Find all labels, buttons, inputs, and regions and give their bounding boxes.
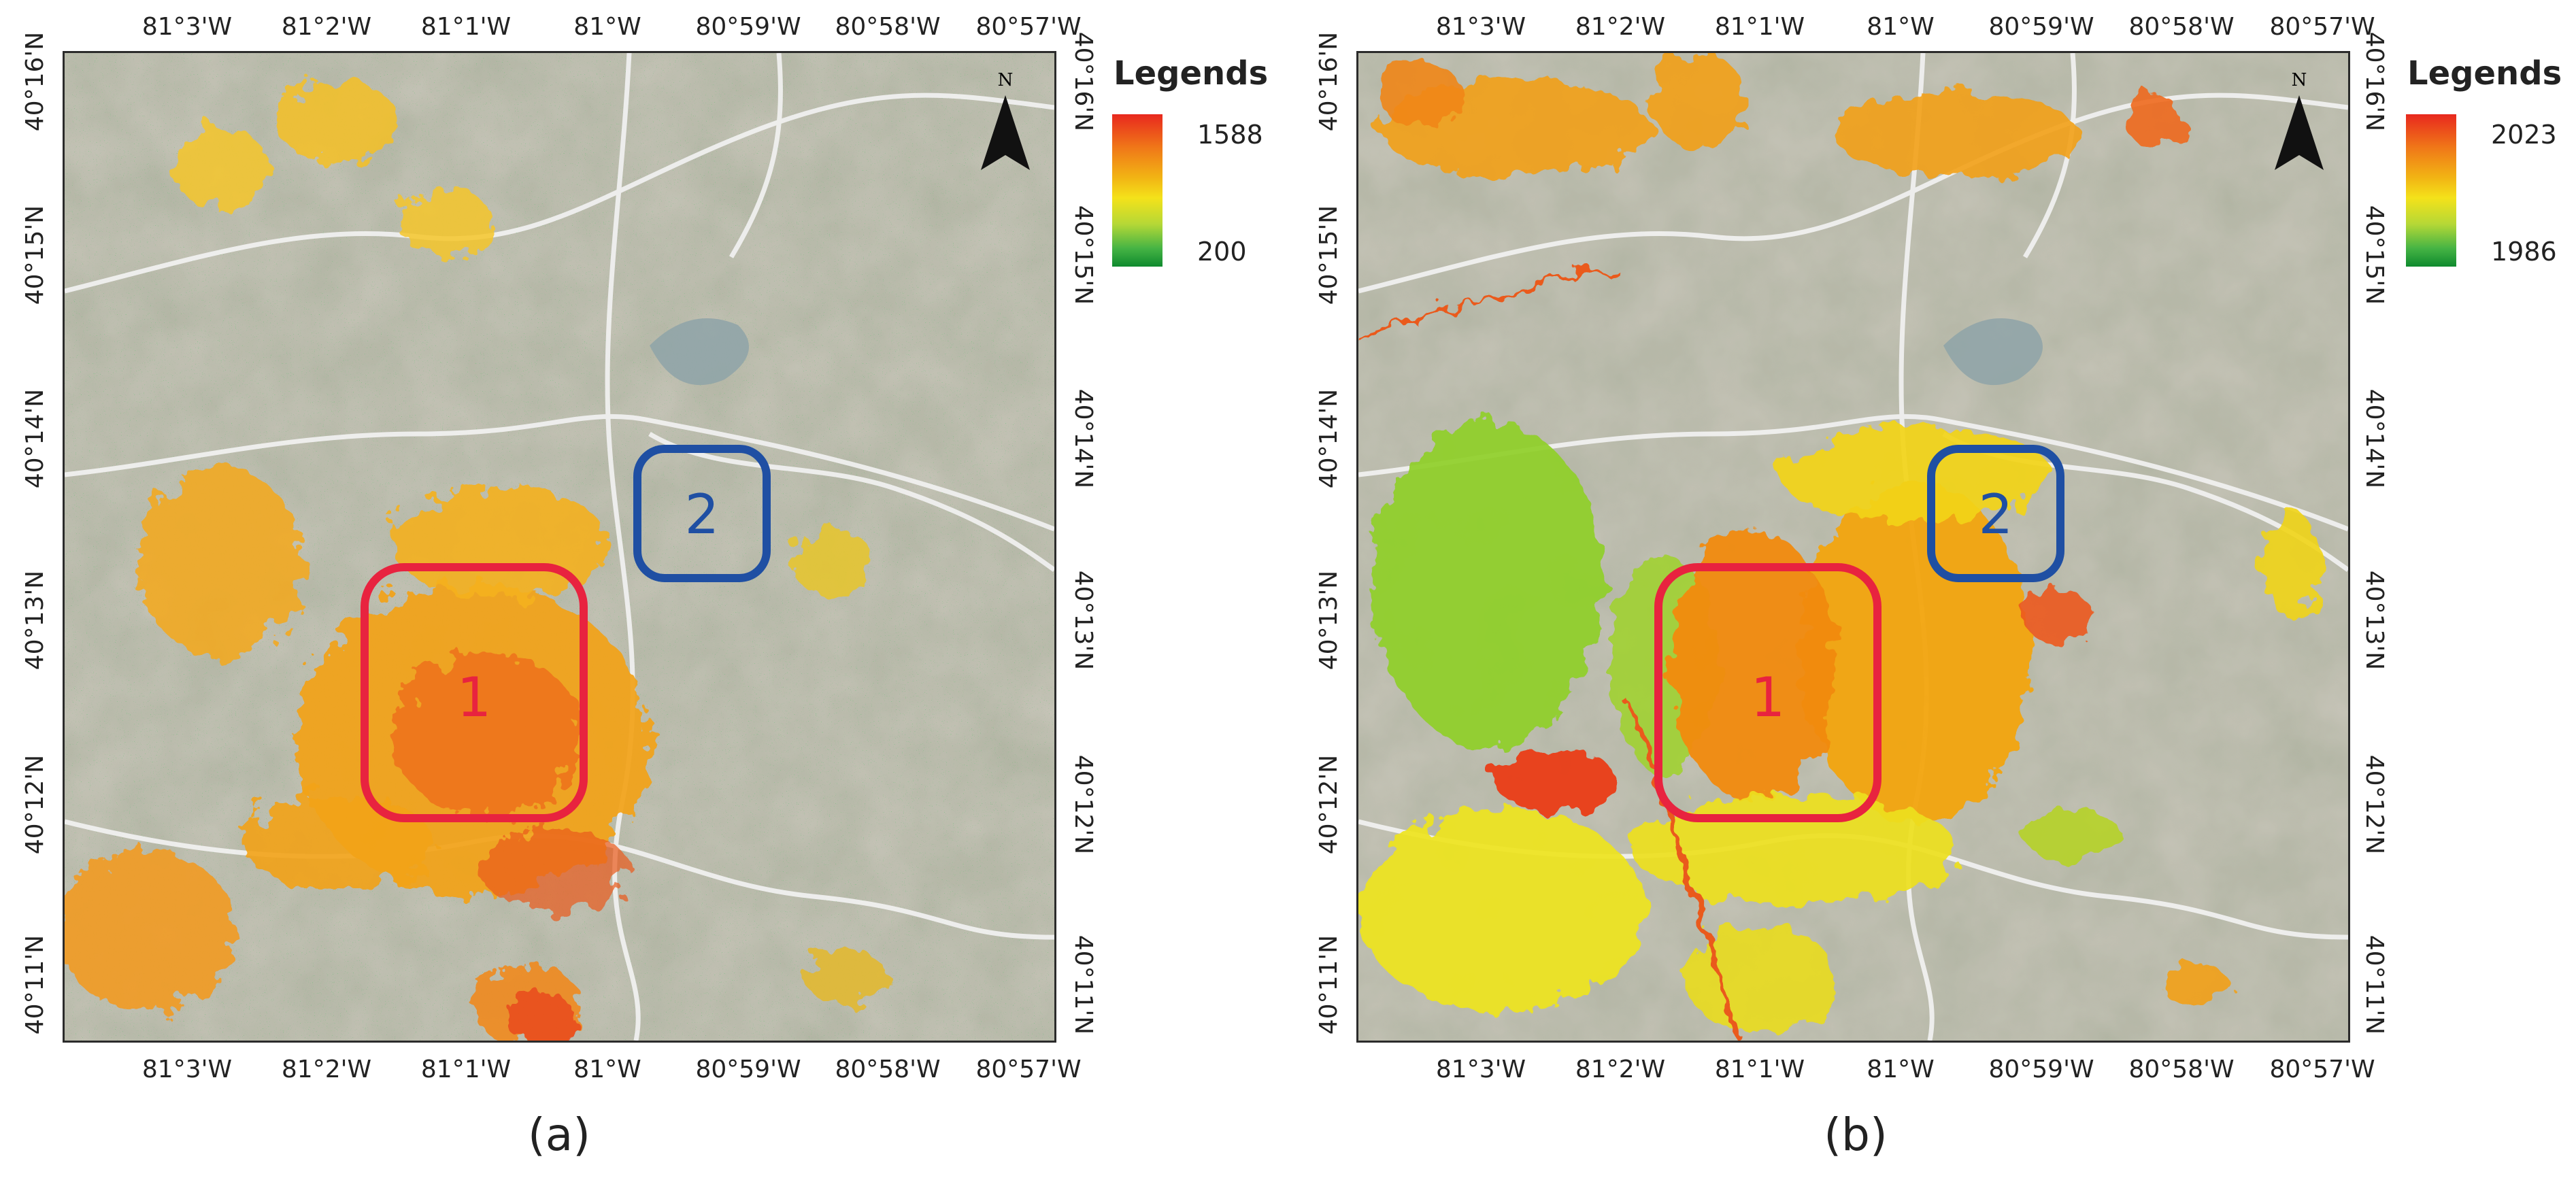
lon-tick: 81°1'W <box>1714 13 1805 41</box>
lat-tick: 40°16'N <box>1069 31 1097 132</box>
legend-min-value: 1986 <box>2491 237 2557 267</box>
lon-tick: 80°59'W <box>695 1056 801 1083</box>
map-canvas: 1 2 <box>65 53 1054 1041</box>
lat-tick: 40°14'N <box>1069 388 1097 489</box>
lon-tick: 81°W <box>573 1056 641 1083</box>
lon-tick: 81°3'W <box>141 1056 233 1083</box>
region-2-box <box>1927 445 2064 582</box>
lon-tick: 81°2'W <box>281 1056 372 1083</box>
lat-tick: 40°15'N <box>21 205 49 305</box>
lon-tick: 80°58'W <box>2128 1056 2235 1083</box>
legend-title: Legends <box>2407 54 2562 92</box>
lat-tick: 40°15'N <box>1315 205 1343 305</box>
map-image-b: 1 2 <box>1356 51 2350 1043</box>
lon-tick: 81°3'W <box>1435 13 1526 41</box>
lat-tick: 40°13'N <box>21 570 49 671</box>
lat-tick: 40°12'N <box>2360 754 2388 855</box>
lon-tick: 81°1'W <box>420 13 512 41</box>
reservoir <box>650 318 749 386</box>
lon-tick: 81°W <box>573 13 641 41</box>
lon-tick: 81°2'W <box>1575 13 1666 41</box>
lat-tick: 40°13'N <box>1069 570 1097 671</box>
lat-tick: 40°15'N <box>2360 205 2388 305</box>
lat-tick: 40°12'N <box>21 754 49 855</box>
region-2-box <box>633 445 771 582</box>
map-panel-a: 81°3'W 81°2'W 81°1'W 81°W 80°59'W 80°58'… <box>21 13 1269 1162</box>
region-1-box <box>1654 563 1881 822</box>
lat-tick: 40°12'N <box>1315 754 1343 855</box>
legend-color-ramp <box>1112 114 1162 267</box>
lon-tick: 81°W <box>1867 13 1935 41</box>
region-2-label: 2 <box>685 483 720 546</box>
lon-tick: 80°57'W <box>2269 1056 2375 1083</box>
legend-min-value: 200 <box>1197 237 1247 267</box>
legend-max-value: 2023 <box>2491 120 2557 150</box>
lon-tick: 81°1'W <box>420 1056 512 1083</box>
lon-tick: 80°59'W <box>1988 13 2094 41</box>
svg-text:N: N <box>998 70 1014 90</box>
lat-tick: 40°11'N <box>1069 934 1097 1035</box>
region-1-box <box>361 563 588 822</box>
lat-tick: 40°12'N <box>1069 754 1097 855</box>
legend-title: Legends <box>1114 54 1269 92</box>
lat-tick: 40°14'N <box>21 388 49 489</box>
lon-tick: 80°58'W <box>835 1056 941 1083</box>
map-canvas: 1 2 <box>1358 53 2348 1041</box>
panel-caption: (b) <box>1824 1109 1888 1161</box>
lon-tick: 80°59'W <box>695 13 801 41</box>
region-1-label: 1 <box>1751 666 1786 729</box>
lon-tick: 80°57'W <box>975 13 1082 41</box>
lon-tick: 80°58'W <box>2128 13 2235 41</box>
lon-tick: 80°57'W <box>975 1056 1082 1083</box>
lat-tick: 40°14'N <box>1315 388 1343 489</box>
map-panel-b: 81°3'W 81°2'W 81°1'W 81°W 80°59'W 80°58'… <box>1288 0 2576 1180</box>
high-value-patches <box>391 652 629 1041</box>
lat-tick: 40°16'N <box>1315 31 1343 132</box>
lon-tick: 80°59'W <box>1988 1056 2094 1083</box>
lat-tick: 40°13'N <box>2360 570 2388 671</box>
lon-tick: 81°2'W <box>1575 1056 1666 1083</box>
lon-tick: 80°58'W <box>835 13 941 41</box>
legend-max-value: 1588 <box>1197 120 1263 150</box>
lat-tick: 40°13'N <box>1315 570 1343 671</box>
lon-tick: 81°2'W <box>281 13 372 41</box>
lon-tick: 80°57'W <box>2269 13 2375 41</box>
lat-tick: 40°11'N <box>2360 934 2388 1035</box>
lon-tick: 81°1'W <box>1714 1056 1805 1083</box>
lat-tick: 40°14'N <box>2360 388 2388 489</box>
lat-tick: 40°11'N <box>21 934 49 1035</box>
reservoir <box>1943 318 2043 386</box>
svg-text:N: N <box>2292 70 2307 90</box>
recent-patches <box>1358 94 2181 1041</box>
lat-tick: 40°11'N <box>1315 934 1343 1035</box>
north-arrow-icon: N <box>981 70 1030 170</box>
lat-tick: 40°15'N <box>1069 205 1097 305</box>
lat-tick: 40°16'N <box>2360 31 2388 132</box>
map-image-a: 1 2 <box>63 51 1056 1043</box>
lon-tick: 81°3'W <box>1435 1056 1526 1083</box>
lon-tick: 81°W <box>1867 1056 1935 1083</box>
region-2-label: 2 <box>1979 483 2013 546</box>
north-arrow-icon: N <box>2275 70 2324 170</box>
legend-color-ramp <box>2406 114 2456 267</box>
panel-caption: (a) <box>528 1109 590 1161</box>
lat-tick: 40°16'N <box>21 31 49 132</box>
region-1-label: 1 <box>457 666 492 729</box>
lon-tick: 81°3'W <box>141 13 233 41</box>
